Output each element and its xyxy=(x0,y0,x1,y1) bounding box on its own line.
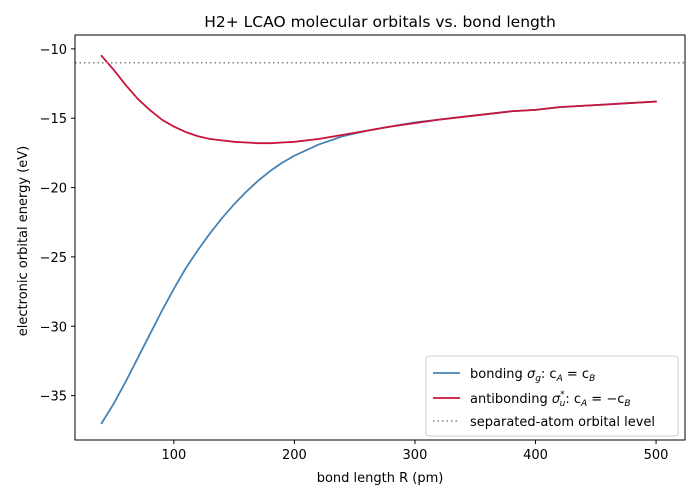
series-line-antibonding xyxy=(100,54,657,145)
x-tick-label: 100 xyxy=(161,448,186,463)
y-tick-label: −25 xyxy=(40,251,67,266)
legend-label-bonding: bonding σg: cA = cB xyxy=(470,367,595,384)
axes-frame xyxy=(74,34,686,441)
x-axis-label: bond length R (pm) xyxy=(317,471,444,486)
legend: bonding σg: cA = cB antibonding σ* u: cA … xyxy=(425,355,679,437)
y-tick-label: −20 xyxy=(40,182,67,197)
plot-area: 100 200 300 400 500 −35 −30 −25 −20 −15 −10 xyxy=(40,34,686,463)
legend-frame xyxy=(425,355,679,437)
legend-label-antibonding: antibonding σ* u: cA = −cB xyxy=(470,390,631,409)
y-tick-label: −35 xyxy=(40,390,67,405)
legend-label-separated-atom: separated-atom orbital level xyxy=(470,415,655,430)
x-tick-label: 200 xyxy=(282,448,307,463)
x-tick-label: 500 xyxy=(644,448,669,463)
y-tick-label: −15 xyxy=(40,112,67,127)
x-tick-label: 300 xyxy=(403,448,428,463)
y-axis-label: electronic orbital energy (eV) xyxy=(16,146,31,336)
x-tick-label: 400 xyxy=(523,448,548,463)
y-tick-label: −10 xyxy=(40,43,67,58)
chart-title: H2+ LCAO molecular orbitals vs. bond len… xyxy=(204,13,556,31)
y-tick-label: −30 xyxy=(40,320,67,335)
